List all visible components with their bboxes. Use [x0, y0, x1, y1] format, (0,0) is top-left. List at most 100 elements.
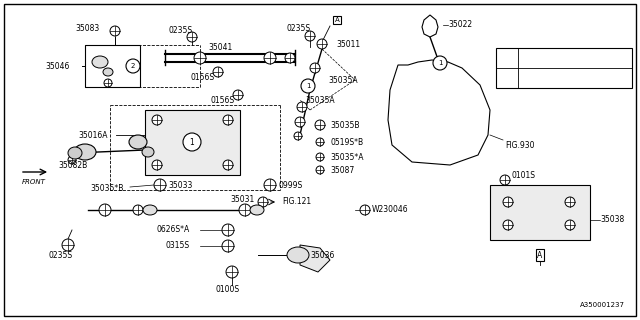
Text: 1: 1 [306, 83, 310, 89]
Circle shape [501, 52, 513, 64]
Circle shape [223, 115, 233, 125]
Text: 1: 1 [189, 138, 195, 147]
Ellipse shape [287, 247, 309, 263]
Text: 35035*A: 35035*A [330, 153, 364, 162]
Bar [145, 110, 240, 175]
Text: FRONT: FRONT [22, 179, 46, 185]
Text: 0100S: 0100S [215, 285, 239, 294]
Ellipse shape [92, 56, 108, 68]
Circle shape [226, 266, 238, 278]
Circle shape [316, 166, 324, 174]
Text: 0315S: 0315S [165, 242, 189, 251]
Text: 35035*B: 35035*B [90, 183, 124, 193]
Circle shape [222, 240, 234, 252]
Text: W230046: W230046 [372, 205, 408, 214]
Circle shape [503, 220, 513, 230]
Circle shape [360, 205, 370, 215]
Circle shape [99, 204, 111, 216]
Circle shape [316, 153, 324, 161]
Ellipse shape [68, 147, 82, 159]
Circle shape [183, 133, 201, 151]
Text: 35035B: 35035B [330, 121, 360, 130]
Circle shape [315, 120, 325, 130]
Circle shape [258, 197, 268, 207]
Circle shape [285, 53, 295, 63]
Text: 35035A: 35035A [328, 76, 358, 84]
Ellipse shape [103, 68, 113, 76]
Circle shape [316, 138, 324, 146]
Circle shape [133, 205, 143, 215]
Circle shape [503, 197, 513, 207]
Circle shape [264, 179, 276, 191]
Ellipse shape [129, 135, 147, 149]
Text: 35036: 35036 [310, 251, 334, 260]
Text: 35016A: 35016A [78, 131, 108, 140]
Circle shape [565, 220, 575, 230]
Text: 1: 1 [438, 60, 442, 66]
Bar [490, 185, 590, 240]
Bar [496, 48, 632, 88]
Text: 0519S*B: 0519S*B [330, 138, 363, 147]
Circle shape [500, 175, 510, 185]
Circle shape [222, 224, 234, 236]
Circle shape [154, 179, 166, 191]
Circle shape [295, 117, 305, 127]
Circle shape [194, 52, 206, 64]
Circle shape [62, 239, 74, 251]
Text: A: A [538, 251, 543, 260]
Circle shape [126, 59, 140, 73]
Text: 2: 2 [131, 63, 135, 69]
Circle shape [433, 56, 447, 70]
Text: 35082B: 35082B [58, 161, 87, 170]
Polygon shape [388, 60, 490, 165]
Circle shape [301, 79, 315, 93]
Text: 0235S: 0235S [286, 23, 310, 33]
Text: 0626S*A: 0626S*A [156, 226, 189, 235]
Circle shape [501, 72, 513, 84]
Circle shape [104, 79, 112, 87]
Text: 35035A: 35035A [305, 95, 335, 105]
Text: 35087: 35087 [330, 165, 355, 174]
Ellipse shape [250, 205, 264, 215]
Circle shape [297, 102, 307, 112]
Text: 1: 1 [505, 55, 509, 60]
Text: 35044A*B: 35044A*B [522, 74, 561, 83]
Circle shape [233, 90, 243, 100]
Text: 0101S: 0101S [512, 171, 536, 180]
Circle shape [223, 160, 233, 170]
Text: 35033: 35033 [168, 180, 193, 189]
Polygon shape [300, 245, 330, 272]
Text: 35031: 35031 [230, 196, 254, 204]
Text: 2: 2 [505, 76, 509, 81]
Text: 35022: 35022 [448, 20, 472, 28]
Circle shape [152, 115, 162, 125]
Circle shape [187, 32, 197, 42]
Text: FIG.930: FIG.930 [505, 140, 534, 149]
Circle shape [110, 26, 120, 36]
Text: 0156S: 0156S [190, 73, 214, 82]
Text: 0999S: 0999S [278, 180, 302, 189]
Circle shape [213, 67, 223, 77]
Circle shape [305, 31, 315, 41]
Circle shape [310, 63, 320, 73]
Text: 0235S: 0235S [48, 252, 72, 260]
Circle shape [264, 52, 276, 64]
Circle shape [239, 204, 251, 216]
Text: 35041: 35041 [208, 43, 232, 52]
Ellipse shape [74, 144, 96, 160]
Text: 35011: 35011 [336, 39, 360, 49]
Circle shape [152, 160, 162, 170]
Text: 35038: 35038 [600, 215, 624, 225]
Text: A350001237: A350001237 [580, 302, 625, 308]
Bar [85, 45, 140, 87]
Circle shape [294, 132, 302, 140]
Circle shape [565, 197, 575, 207]
Text: 35046: 35046 [45, 61, 69, 70]
Ellipse shape [143, 205, 157, 215]
Ellipse shape [142, 147, 154, 157]
Text: A: A [335, 17, 339, 23]
Circle shape [317, 39, 327, 49]
Text: 0235S: 0235S [168, 26, 192, 35]
Polygon shape [422, 15, 438, 37]
Circle shape [68, 156, 76, 164]
